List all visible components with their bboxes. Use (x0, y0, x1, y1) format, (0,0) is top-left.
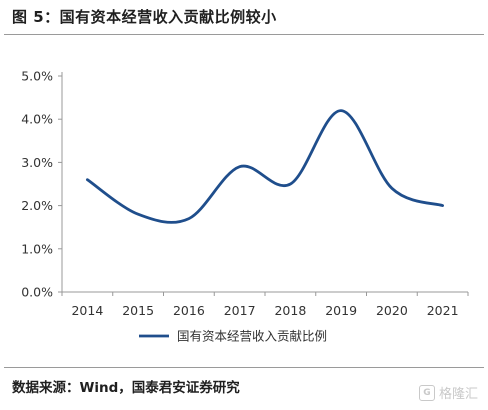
series-line (86, 109, 444, 224)
x-tick-label: 2021 (427, 303, 459, 318)
source-note: 数据来源：Wind，国泰君安证券研究 (12, 380, 240, 396)
x-tick-label: 2018 (274, 303, 306, 318)
x-tick-label: 2017 (224, 303, 256, 318)
x-tick-label: 2015 (122, 303, 154, 318)
source-divider (4, 367, 484, 368)
y-tick-label: 1.0% (21, 241, 53, 256)
watermark: G 格隆汇 (418, 383, 478, 402)
title-divider (4, 34, 484, 35)
x-axis: 2014 2015 2016 2017 2018 2019 2020 2021 (61, 291, 469, 318)
y-tick-label: 2.0% (21, 198, 53, 213)
watermark-text: 格隆汇 (438, 387, 478, 402)
x-tick-label: 2016 (173, 303, 205, 318)
legend-label: 国有资本经营收入贡献比例 (177, 329, 327, 344)
series-layer (86, 109, 444, 224)
x-tick-label: 2020 (376, 303, 408, 318)
x-tick-label: 2014 (71, 303, 103, 318)
x-tick-label: 2019 (325, 303, 357, 318)
y-tick-label: 0.0% (21, 285, 53, 300)
y-tick-label: 3.0% (21, 155, 53, 170)
line-chart: 0.0%1.0%2.0%3.0%4.0%5.0% 2014 2015 2016 201… (21, 69, 469, 344)
watermark-logo-icon: G (418, 384, 435, 401)
legend: 国有资本经营收入贡献比例 (139, 329, 327, 344)
y-tick-label: 5.0% (21, 69, 53, 84)
y-axis: 0.0% 1.0% 2.0% 3.0% 4.0% 5.0% (21, 69, 63, 300)
y-tick-label: 4.0% (21, 112, 53, 127)
figure-title: 图 5：国有资本经营收入贡献比例较小 (12, 8, 277, 26)
